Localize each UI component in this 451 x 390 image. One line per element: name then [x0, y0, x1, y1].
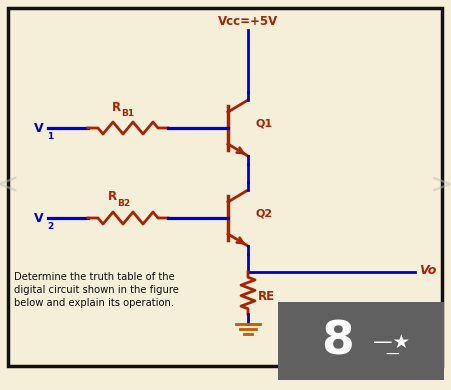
Text: Determine the truth table of the
digital circuit shown in the figure
below and e: Determine the truth table of the digital… [14, 272, 179, 308]
Text: Q1: Q1 [255, 118, 272, 128]
Text: 1: 1 [47, 132, 53, 141]
Text: V: V [34, 122, 44, 135]
Text: R: R [111, 101, 120, 114]
Text: 2: 2 [47, 222, 53, 231]
Text: 8: 8 [321, 319, 354, 365]
Text: —★: —★ [373, 333, 410, 351]
Text: >: > [429, 171, 451, 199]
FancyBboxPatch shape [277, 302, 443, 380]
Text: B2: B2 [117, 199, 130, 208]
Text: V: V [34, 211, 44, 225]
Text: RE: RE [258, 289, 275, 303]
FancyBboxPatch shape [8, 8, 441, 366]
Text: Q2: Q2 [255, 208, 272, 218]
Text: Vcc=+5V: Vcc=+5V [217, 15, 277, 28]
Text: —: — [384, 348, 398, 362]
Text: <: < [0, 171, 20, 199]
Text: R: R [107, 190, 116, 203]
Text: B1: B1 [121, 109, 134, 118]
Text: Vo: Vo [418, 264, 435, 278]
